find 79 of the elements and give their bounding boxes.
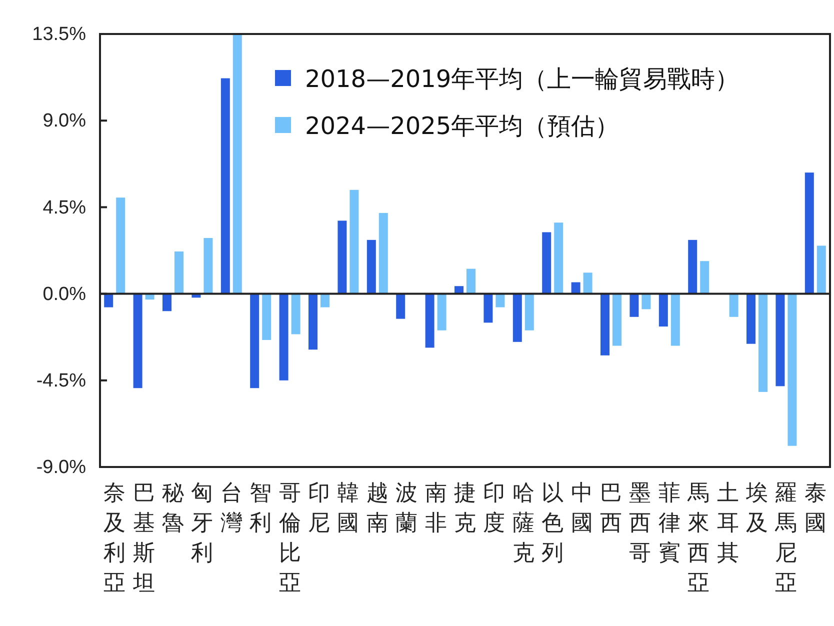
bar — [816, 246, 826, 294]
x-tick-label: 以色列 — [542, 481, 564, 566]
bar — [600, 294, 610, 356]
x-tick-label: 哥倫比亞 — [278, 481, 301, 596]
y-tick-label: 13.5% — [32, 24, 86, 46]
bar — [524, 294, 534, 330]
bar — [776, 294, 785, 386]
bar — [204, 238, 213, 294]
bar — [804, 172, 814, 294]
bar — [366, 240, 376, 294]
bar — [746, 294, 756, 344]
x-tick-label: 中國 — [570, 481, 593, 536]
bar — [162, 294, 172, 312]
bar — [116, 198, 126, 294]
x-tick-label: 越南 — [366, 481, 388, 536]
bar — [571, 282, 580, 294]
bar — [396, 294, 406, 319]
bar — [688, 240, 698, 294]
x-tick-label: 埃及 — [745, 481, 768, 536]
bar — [232, 34, 242, 294]
y-tick-label: -9.0% — [36, 457, 86, 478]
x-tick-label: 韓國 — [337, 481, 360, 536]
bar — [279, 294, 288, 380]
legend-label: 2024—2025年平均（預估） — [305, 112, 620, 140]
bar — [250, 294, 260, 388]
bar — [350, 190, 359, 294]
bar — [262, 294, 272, 340]
x-tick-label: 奈及利亞 — [104, 481, 126, 596]
y-tick-label: 0.0% — [42, 284, 86, 305]
bar — [133, 294, 142, 388]
bar — [670, 294, 680, 346]
bar — [758, 294, 768, 392]
bar — [496, 294, 505, 308]
bar — [542, 232, 552, 294]
bar — [729, 294, 738, 317]
x-tick-label: 台灣 — [220, 481, 242, 536]
bar — [466, 268, 476, 294]
bar — [378, 212, 388, 294]
bar — [612, 294, 622, 346]
legend-label: 2018—2019年平均（上一輪貿易戰時） — [305, 65, 740, 93]
x-tick-label: 智利 — [250, 481, 272, 536]
y-tick-label: -4.5% — [36, 370, 86, 392]
bar — [700, 261, 710, 294]
bar — [104, 294, 114, 308]
bar — [583, 272, 592, 294]
y-tick-label: 9.0% — [42, 110, 86, 132]
bar — [437, 294, 446, 330]
y-tick-label: 4.5% — [42, 197, 86, 218]
bar — [642, 294, 651, 310]
bar — [338, 220, 347, 294]
bar — [554, 222, 564, 294]
bar — [630, 294, 639, 317]
bar — [658, 294, 668, 327]
bar — [788, 294, 797, 446]
x-tick-label: 捷克 — [454, 481, 476, 536]
x-tick-label: 墨西哥 — [629, 481, 652, 566]
x-tick-label: 泰國 — [804, 481, 826, 536]
bar — [291, 294, 300, 334]
x-tick-label: 匈牙利 — [191, 481, 214, 566]
x-tick-label: 馬來西亞 — [686, 481, 710, 596]
x-tick-label: 南非 — [424, 481, 447, 536]
x-tick-label: 波蘭 — [396, 481, 418, 536]
x-tick-label: 巴基斯坦 — [132, 481, 155, 596]
bar — [320, 294, 330, 308]
x-tick-label: 巴西 — [600, 481, 622, 536]
x-tick-label: 菲律賓 — [658, 481, 680, 566]
x-tick-label: 印尼 — [308, 481, 330, 536]
bar — [308, 294, 318, 350]
bar — [174, 251, 184, 294]
bar — [484, 294, 493, 323]
bar — [425, 294, 434, 348]
bar — [512, 294, 522, 342]
x-tick-label: 哈薩克 — [512, 481, 534, 566]
x-tick-label: 秘魯 — [162, 481, 184, 536]
bar — [454, 286, 464, 294]
x-tick-label: 印度 — [483, 481, 506, 536]
bar — [220, 78, 230, 294]
x-tick-label: 土耳其 — [716, 481, 739, 566]
x-tick-label: 羅馬尼亞 — [774, 481, 798, 596]
